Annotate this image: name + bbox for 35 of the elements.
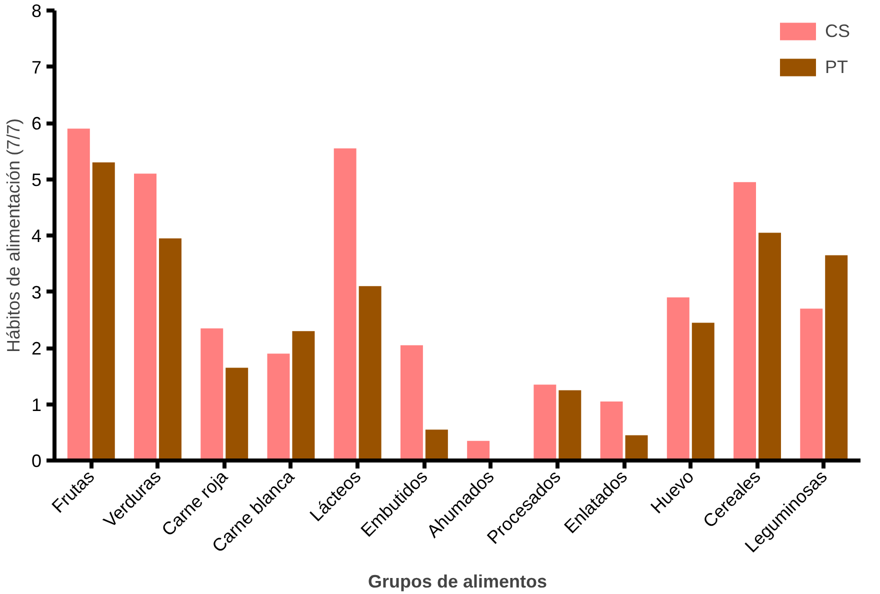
bar (600, 401, 623, 460)
x-axis-title: Grupos de alimentos (368, 571, 548, 592)
bar (200, 328, 224, 460)
y-tick-label: 6 (31, 114, 42, 134)
y-axis-title: Hábitos de alimentación (7/7) (3, 118, 24, 353)
y-tick-label: 3 (31, 282, 42, 302)
bar (692, 322, 714, 460)
bar (800, 308, 823, 460)
y-tick-label: 1 (31, 394, 42, 415)
bar (134, 174, 156, 460)
bar (267, 354, 290, 460)
bar (334, 148, 356, 460)
bar (358, 286, 382, 460)
bar (158, 238, 182, 460)
y-tick-label: 0 (31, 451, 42, 471)
bar (758, 232, 781, 460)
bar (534, 384, 556, 460)
legend-label: PT (824, 56, 848, 78)
y-tick-label: 7 (31, 57, 42, 78)
y-tick-label: 8 (31, 1, 42, 21)
y-tick-label: 4 (31, 226, 42, 246)
bar (92, 162, 115, 460)
bar (226, 368, 248, 460)
bar (666, 297, 690, 460)
bar (292, 331, 315, 460)
bar (625, 435, 648, 460)
bar (67, 128, 90, 460)
bar (825, 255, 848, 460)
bar (400, 345, 423, 460)
bar (425, 430, 448, 460)
bar (734, 182, 756, 460)
y-tick-label: 2 (31, 338, 42, 358)
legend-label: CS (824, 20, 850, 42)
y-tick-label: 5 (31, 170, 42, 190)
bar (558, 390, 582, 460)
